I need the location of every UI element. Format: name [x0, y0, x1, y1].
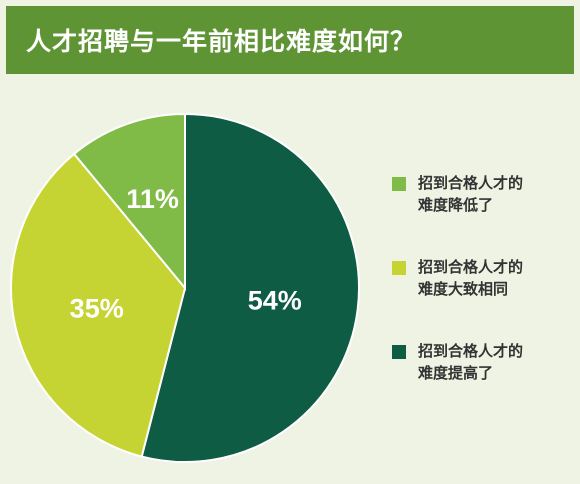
- pie-slice-increased: [140, 112, 361, 463]
- legend-item-same: 招到合格人才的 难度大致相同: [392, 256, 572, 300]
- pie-label-same: 35%: [70, 294, 124, 324]
- legend-item-decreased: 招到合格人才的 难度降低了: [392, 172, 572, 216]
- legend-label-same: 招到合格人才的 难度大致相同: [418, 258, 524, 298]
- legend: 招到合格人才的 难度降低了 招到合格人才的 难度大致相同 招到合格人才的 难度提…: [392, 172, 572, 424]
- chart-title: 人才招聘与一年前相比难度如何？: [26, 27, 417, 56]
- legend-swatch-same: [392, 261, 406, 275]
- legend-label-decreased: 招到合格人才的 难度降低了: [418, 174, 524, 214]
- legend-label-increased: 招到合格人才的 难度提高了: [418, 342, 524, 382]
- pie-slice-decreased: [72, 112, 186, 291]
- legend-swatch-decreased: [392, 177, 406, 191]
- legend-swatch-increased: [392, 345, 406, 359]
- pie-label-increased: 54%: [248, 285, 302, 315]
- legend-item-increased: 招到合格人才的 难度提高了: [392, 340, 572, 384]
- pie-label-decreased: 11%: [126, 184, 179, 214]
- pie-slice-same: [10, 152, 187, 458]
- chart-header: 人才招聘与一年前相比难度如何？: [6, 6, 574, 74]
